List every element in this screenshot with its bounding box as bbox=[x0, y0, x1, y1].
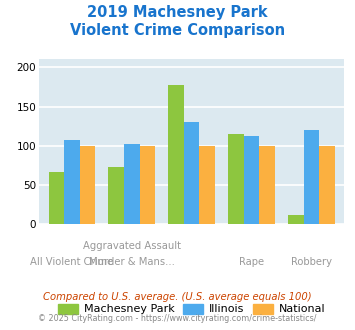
Bar bbox=[288, 215, 304, 224]
Legend: Machesney Park, Illinois, National: Machesney Park, Illinois, National bbox=[54, 299, 330, 319]
Bar bbox=[64, 140, 80, 224]
Bar bbox=[200, 146, 215, 224]
Text: Rape: Rape bbox=[239, 257, 264, 267]
Text: Aggravated Assault: Aggravated Assault bbox=[83, 241, 181, 251]
Bar bbox=[260, 146, 275, 224]
Text: Murder & Mans...: Murder & Mans... bbox=[89, 257, 175, 267]
Bar bbox=[304, 130, 319, 224]
Bar bbox=[184, 122, 200, 224]
Bar bbox=[124, 144, 140, 224]
Bar bbox=[168, 84, 184, 224]
Bar bbox=[49, 172, 64, 224]
Bar bbox=[140, 146, 155, 224]
Text: All Violent Crime: All Violent Crime bbox=[30, 257, 114, 267]
Text: Violent Crime Comparison: Violent Crime Comparison bbox=[70, 23, 285, 38]
Bar bbox=[109, 167, 124, 224]
Text: Robbery: Robbery bbox=[291, 257, 332, 267]
Bar bbox=[228, 134, 244, 224]
Text: Compared to U.S. average. (U.S. average equals 100): Compared to U.S. average. (U.S. average … bbox=[43, 292, 312, 302]
Text: 2019 Machesney Park: 2019 Machesney Park bbox=[87, 5, 268, 20]
Bar bbox=[319, 146, 335, 224]
Text: © 2025 CityRating.com - https://www.cityrating.com/crime-statistics/: © 2025 CityRating.com - https://www.city… bbox=[38, 314, 317, 323]
Bar bbox=[244, 136, 260, 224]
Bar bbox=[80, 146, 95, 224]
